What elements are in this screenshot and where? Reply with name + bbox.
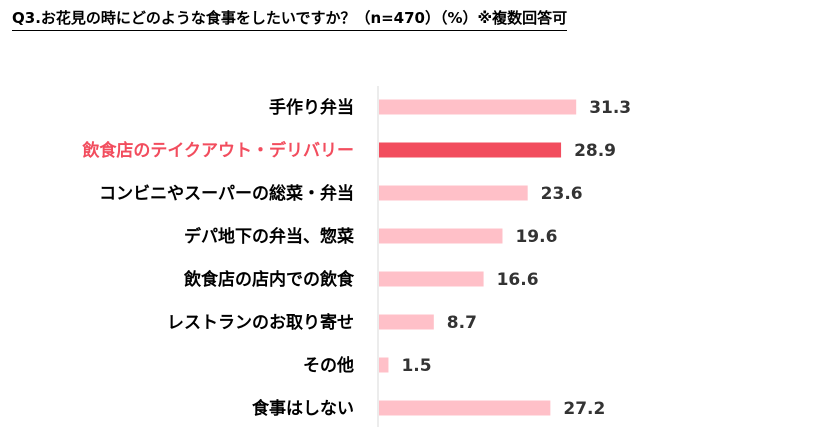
data-label: 23.6 <box>541 184 583 204</box>
bar <box>379 228 503 244</box>
data-label: 8.7 <box>447 313 477 333</box>
category-label: デパ地下の弁当、惣菜 <box>184 226 355 247</box>
data-label: 1.5 <box>401 356 431 376</box>
data-label: 31.3 <box>589 98 631 118</box>
category-label: 手作り弁当 <box>269 97 354 118</box>
category-label: 食事はしない <box>252 398 354 419</box>
bar <box>379 357 389 373</box>
bar <box>379 314 434 330</box>
bar <box>379 142 562 158</box>
bar <box>379 99 577 115</box>
data-label: 27.2 <box>563 399 605 419</box>
category-label: その他 <box>303 355 354 376</box>
data-label: 16.6 <box>497 270 539 290</box>
chart-title: Q3.お花見の時にどのような食事をしたいですか？（n=470）（%）※複数回答可 <box>12 8 568 31</box>
category-label: レストランのお取り寄せ <box>167 312 354 333</box>
data-label: 28.9 <box>574 141 616 161</box>
category-label: 飲食店の店内での飲食 <box>183 269 355 290</box>
bar <box>379 400 551 416</box>
category-label: 飲食店のテイクアウト・デリバリー <box>81 140 354 161</box>
bar <box>379 185 528 201</box>
data-label: 19.6 <box>515 227 557 247</box>
bar <box>379 271 484 287</box>
category-label: コンビニやスーパーの総菜・弁当 <box>99 183 354 204</box>
